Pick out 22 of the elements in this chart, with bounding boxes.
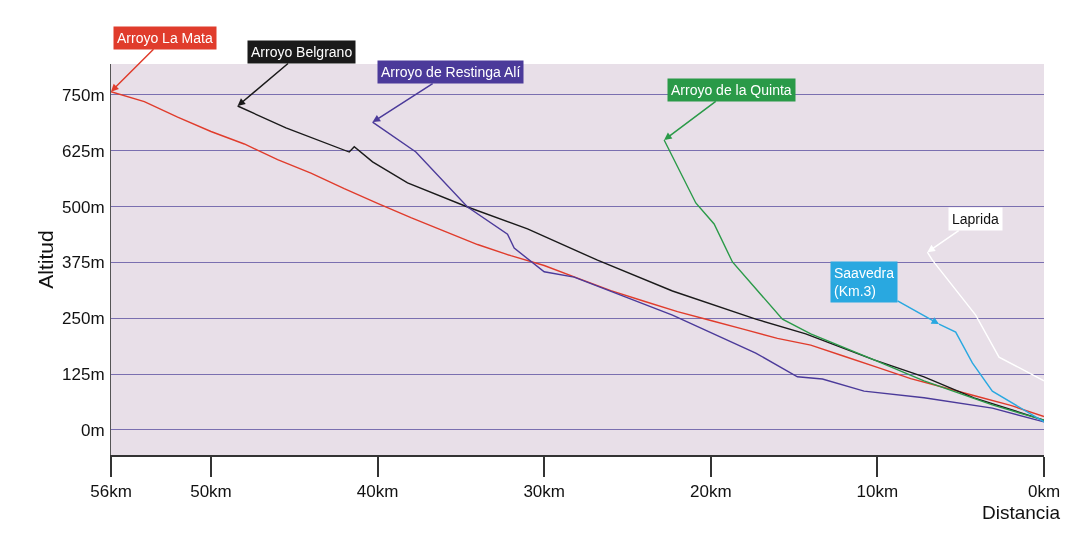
text: Arroyo de Restinga Alí xyxy=(381,64,521,80)
text: Arroyo Belgrano xyxy=(251,44,353,60)
x-axis-title: Distancia xyxy=(982,502,1061,523)
text: Arroyo La Mata xyxy=(117,30,213,46)
y-tick-label: 500m xyxy=(62,197,105,217)
y-tick-label: 625m xyxy=(62,141,105,161)
x-tick-label: 20km xyxy=(690,482,732,502)
y-axis-title: Altitud xyxy=(34,230,58,289)
x-tick-label: 56km xyxy=(90,482,132,502)
y-tick-label: 250m xyxy=(62,309,105,329)
x-tick-label: 40km xyxy=(356,482,399,502)
text: Laprida xyxy=(952,211,999,227)
y-tick-label: 125m xyxy=(62,365,105,385)
x-tick-label: 30km xyxy=(523,482,565,502)
x-tick-label: 0km xyxy=(1027,482,1061,502)
text: Saavedra (Km.3) xyxy=(834,265,895,300)
y-tick-label: 750m xyxy=(62,85,105,105)
x-tick-label: 10km xyxy=(856,482,899,502)
y-tick-label: 375m xyxy=(62,253,105,273)
text: Arroyo de la Quinta xyxy=(671,82,792,98)
x-tick-label: 50km xyxy=(190,482,232,502)
y-tick-label: 0m xyxy=(80,420,105,440)
